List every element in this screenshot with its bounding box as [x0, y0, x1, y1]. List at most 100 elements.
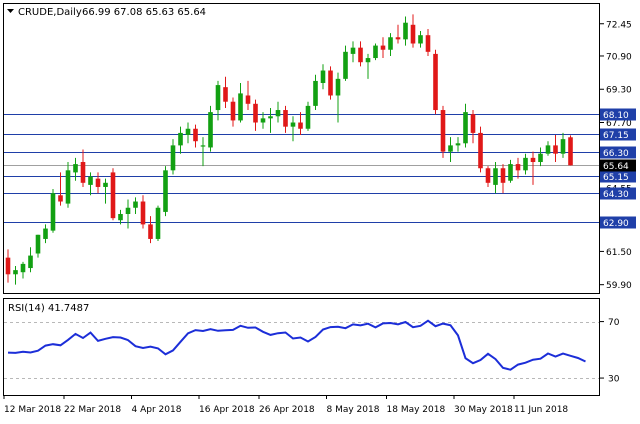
candle-body	[493, 168, 498, 185]
candle	[365, 53, 371, 79]
candle	[358, 41, 363, 67]
price-axis: 72.4570.9069.3067.7066.1564.5562.9061.50…	[600, 20, 636, 291]
candle-body	[365, 58, 371, 63]
candle-body	[230, 101, 236, 121]
candle	[133, 197, 138, 214]
candle	[478, 126, 483, 173]
candle	[88, 172, 93, 196]
candle	[455, 137, 461, 152]
candle-body	[410, 24, 416, 44]
candle	[208, 105, 213, 152]
time-tick-label: 18 May 2018	[387, 405, 446, 415]
candle	[43, 224, 48, 244]
candle-body	[95, 178, 101, 187]
time-tick-label: 12 Mar 2018	[4, 405, 61, 415]
candle	[283, 105, 288, 133]
candle-body	[163, 170, 168, 212]
level-label-box	[600, 170, 636, 183]
candle-body	[418, 35, 423, 44]
candle	[298, 112, 303, 135]
candle-body	[88, 176, 93, 185]
candle-body	[485, 168, 491, 183]
candle	[440, 105, 446, 158]
candle-body	[283, 110, 288, 127]
candle-body	[65, 170, 71, 204]
candle-body	[50, 193, 56, 231]
candle-body	[118, 213, 123, 221]
candle-body	[388, 37, 393, 50]
rsi-tick-label: 30	[608, 375, 620, 385]
candle-body	[470, 114, 476, 133]
candle-body	[553, 145, 558, 154]
candle	[268, 107, 273, 133]
candle	[523, 153, 528, 175]
candle-body	[275, 110, 281, 117]
candle-body	[268, 116, 273, 119]
candle	[485, 166, 491, 187]
candle	[350, 41, 356, 63]
price-panel-frame	[3, 3, 600, 294]
candle-body	[358, 47, 363, 63]
rsi-axis: 70 30	[600, 318, 620, 385]
candle-body	[560, 139, 566, 154]
candle-body	[148, 224, 153, 239]
candle	[515, 157, 521, 179]
candle	[35, 234, 41, 258]
candle	[568, 135, 573, 166]
candle	[305, 101, 311, 131]
candle	[193, 124, 198, 148]
candle	[313, 74, 318, 111]
level-label: 67.15	[603, 131, 629, 141]
candle	[110, 168, 116, 221]
candle-body	[350, 47, 356, 54]
candle-body	[35, 234, 41, 254]
rsi-label: RSI(14) 41.7487	[8, 303, 89, 314]
candle	[58, 172, 63, 206]
candle-body	[80, 162, 86, 183]
candle-body	[28, 255, 33, 269]
candle-body	[305, 105, 311, 129]
candle	[260, 112, 266, 129]
candle	[125, 199, 131, 229]
candle-body	[455, 143, 461, 146]
candle-body	[208, 112, 213, 148]
time-tick-label: 11 Jun 2018	[514, 405, 568, 415]
candle-body	[178, 132, 183, 146]
rsi-tick-label: 70	[608, 318, 620, 328]
current-price-label: 65.64	[603, 162, 629, 172]
price-tick-label: 70.90	[606, 52, 632, 62]
candle	[65, 162, 71, 208]
candle	[80, 149, 86, 187]
candle-body	[433, 53, 438, 111]
time-tick-label: 4 Apr 2018	[132, 405, 182, 415]
candle	[380, 37, 386, 59]
candle	[373, 43, 378, 61]
candle	[103, 178, 108, 204]
candle	[163, 166, 168, 217]
candle-body	[373, 45, 378, 59]
candle	[560, 132, 566, 158]
candle-body	[328, 70, 333, 96]
support-resistance-levels	[4, 114, 599, 223]
candle-body	[223, 87, 228, 102]
level-label: 62.90	[603, 219, 629, 229]
candle	[20, 261, 26, 279]
dropdown-arrow-icon[interactable]	[7, 9, 14, 13]
candle	[148, 216, 153, 244]
candle-body	[103, 182, 108, 187]
candle-body	[245, 95, 251, 104]
level-label-box	[600, 187, 636, 200]
candle	[508, 159, 513, 183]
candle-body	[200, 145, 206, 147]
candle	[493, 162, 498, 194]
candle	[448, 137, 453, 163]
candle	[178, 126, 183, 154]
candle	[230, 97, 236, 127]
candle	[95, 172, 101, 194]
price-tick-label: 69.30	[606, 86, 632, 96]
candle	[328, 66, 333, 100]
candle	[155, 205, 161, 242]
level-label: 66.30	[603, 149, 629, 159]
candle	[215, 80, 221, 121]
